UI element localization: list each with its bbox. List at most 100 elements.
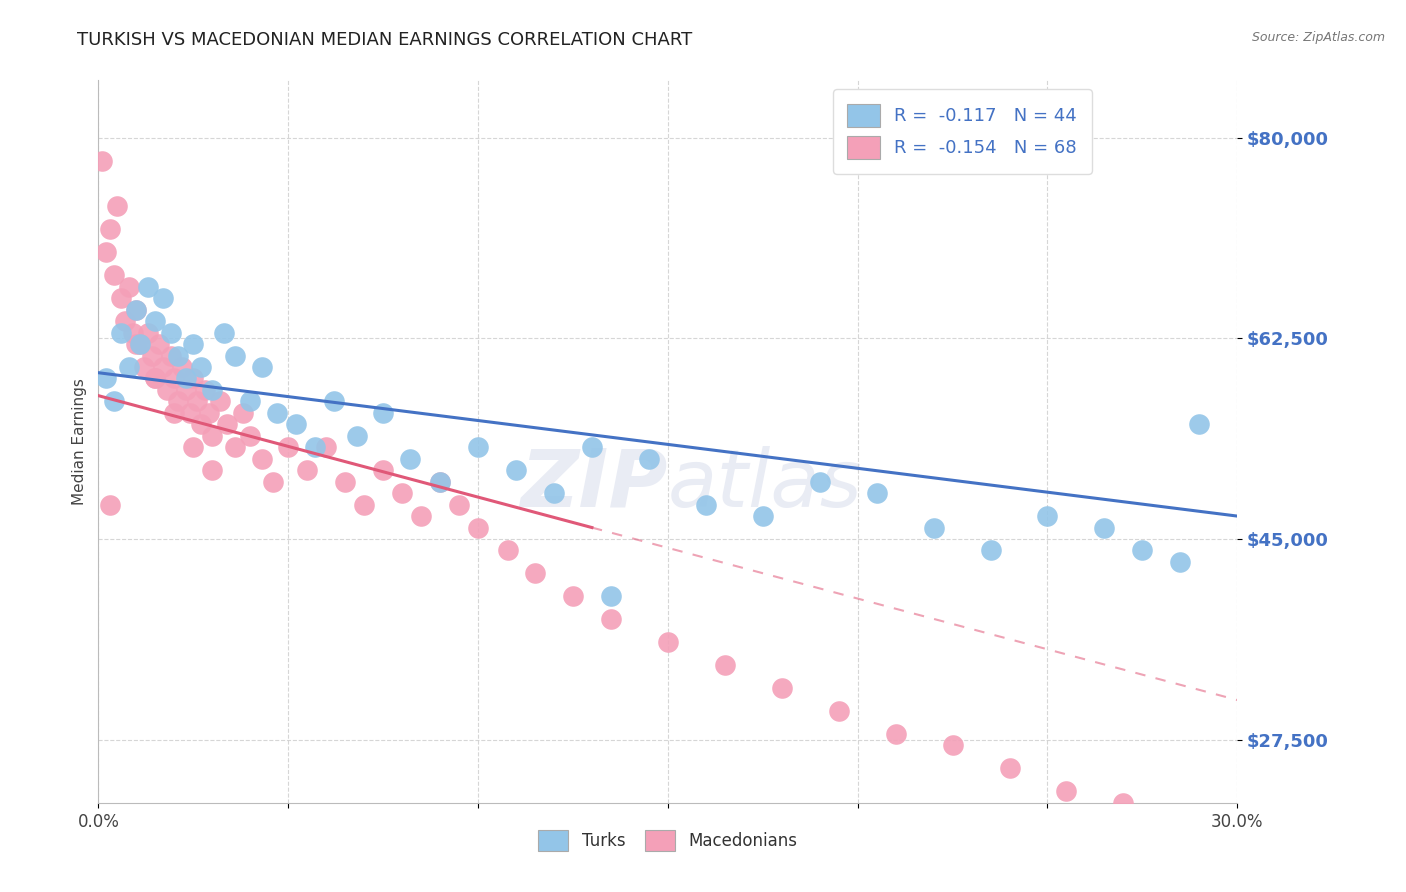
Point [866,486,889,500]
Y-axis label: Median Earnings: Median Earnings [72,378,87,505]
Point [98,222,121,236]
Point [581,440,603,454]
Point [167,394,190,409]
Point [524,566,547,581]
Point [714,658,737,673]
Point [145,371,167,385]
Point [194,383,217,397]
Point [429,475,451,489]
Point [107,199,129,213]
Point [828,704,851,718]
Point [148,337,170,351]
Point [398,451,420,466]
Point [183,337,205,351]
Point [125,302,148,317]
Point [103,394,125,409]
Point [297,463,319,477]
Point [1188,417,1211,432]
Point [284,417,307,432]
Point [94,371,117,385]
Text: Source: ZipAtlas.com: Source: ZipAtlas.com [1251,31,1385,45]
Point [152,359,174,374]
Point [201,383,224,397]
Point [98,498,121,512]
Point [170,359,193,374]
Point [752,509,775,524]
Point [1150,807,1173,822]
Point [391,486,413,500]
Point [94,245,117,260]
Point [562,590,585,604]
Point [141,349,163,363]
Point [411,509,433,524]
Point [1112,796,1135,810]
Point [266,406,288,420]
Point [190,417,212,432]
Point [125,337,148,351]
Text: atlas: atlas [668,446,863,524]
Point [129,337,152,351]
Point [110,291,132,305]
Point [322,394,344,409]
Point [250,451,273,466]
Point [179,406,201,420]
Point [167,349,190,363]
Point [239,429,262,443]
Point [467,440,489,454]
Point [110,326,132,340]
Point [1036,509,1059,524]
Point [183,440,205,454]
Point [186,394,208,409]
Point [250,359,273,374]
Point [505,463,527,477]
Point [371,463,394,477]
Legend: Turks, Macedonians: Turks, Macedonians [530,822,806,860]
Point [467,520,489,534]
Point [262,475,284,489]
Point [884,727,907,741]
Point [1056,784,1078,798]
Text: TURKISH VS MACEDONIAN MEDIAN EARNINGS CORRELATION CHART: TURKISH VS MACEDONIAN MEDIAN EARNINGS CO… [77,31,693,49]
Point [224,440,246,454]
Point [600,590,623,604]
Point [217,417,239,432]
Point [695,498,717,512]
Point [121,326,143,340]
Point [190,359,212,374]
Point [239,394,262,409]
Point [174,383,197,397]
Point [152,291,174,305]
Text: ZIP: ZIP [520,446,668,524]
Point [232,406,254,420]
Point [163,371,186,385]
Point [429,475,451,489]
Point [197,406,219,420]
Point [1132,543,1154,558]
Point [145,371,167,385]
Point [998,761,1021,775]
Point [224,349,246,363]
Point [449,498,471,512]
Point [277,440,299,454]
Point [103,268,125,283]
Point [638,451,661,466]
Point [657,635,679,649]
Point [304,440,326,454]
Point [979,543,1001,558]
Point [353,498,375,512]
Point [159,349,181,363]
Point [174,371,197,385]
Point [129,337,152,351]
Point [91,153,114,168]
Point [1094,520,1116,534]
Point [163,406,186,420]
Point [208,394,231,409]
Point [136,279,159,293]
Point [315,440,337,454]
Point [125,302,148,317]
Point [808,475,831,489]
Point [114,314,136,328]
Point [1170,555,1192,569]
Point [335,475,357,489]
Point [132,359,155,374]
